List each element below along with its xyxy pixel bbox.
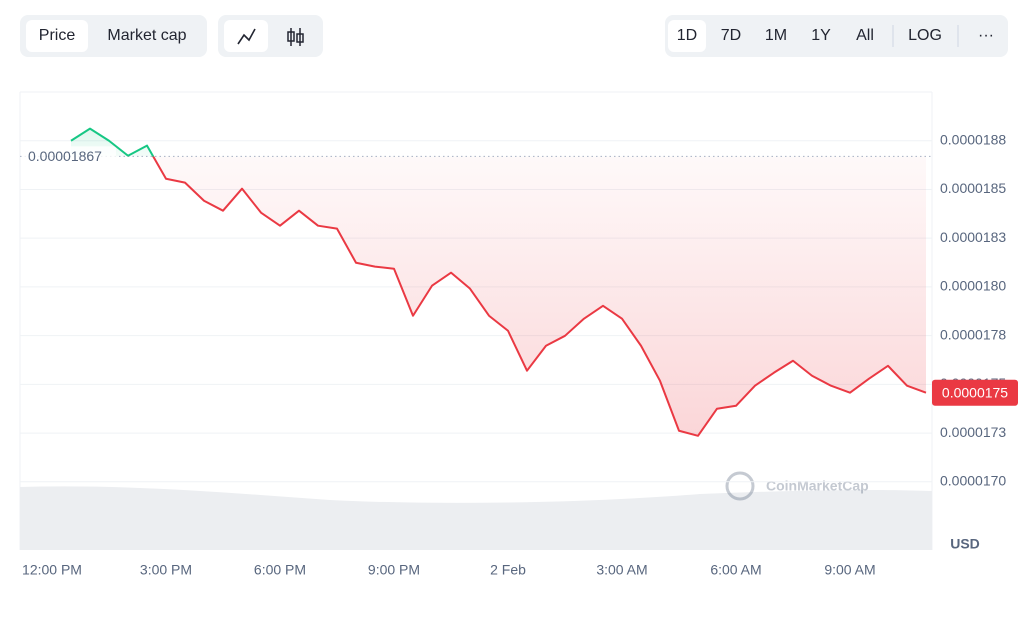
y-tick-label: 0.0000170 bbox=[940, 472, 1006, 488]
tab[interactable]: Market cap bbox=[107, 27, 186, 44]
x-tick-label: 3:00 PM bbox=[140, 562, 192, 578]
range-button[interactable]: All bbox=[856, 27, 874, 44]
price-area bbox=[71, 128, 926, 436]
candle-icon[interactable] bbox=[287, 28, 304, 46]
range-button[interactable]: 1Y bbox=[811, 27, 831, 44]
range-button[interactable]: 1M bbox=[765, 27, 787, 44]
log-button[interactable]: LOG bbox=[908, 27, 942, 44]
y-axis-unit: USD bbox=[950, 536, 980, 552]
reference-label-bg bbox=[24, 146, 116, 167]
range-button[interactable]: 1D bbox=[677, 27, 697, 44]
volume-area bbox=[20, 486, 932, 550]
x-tick-label: 2 Feb bbox=[490, 562, 526, 578]
more-button[interactable]: ··· bbox=[978, 27, 994, 44]
last-price-badge bbox=[932, 379, 1018, 406]
range-group bbox=[665, 15, 1008, 57]
watermark-text: CoinMarketCap bbox=[766, 478, 869, 494]
x-tick-label: 9:00 AM bbox=[824, 562, 875, 578]
tab-active[interactable] bbox=[26, 20, 88, 52]
x-tick-label: 6:00 AM bbox=[710, 562, 761, 578]
y-tick-label: 0.0000180 bbox=[940, 278, 1006, 294]
reference-label: 0.00001867 bbox=[28, 148, 102, 164]
y-tick-label: 0.0000178 bbox=[940, 326, 1006, 342]
y-tick-label: 0.0000173 bbox=[940, 424, 1006, 440]
x-tick-label: 3:00 AM bbox=[596, 562, 647, 578]
y-tick-label: 0.0000185 bbox=[940, 180, 1006, 196]
x-tick-label: 9:00 PM bbox=[368, 562, 420, 578]
range-active[interactable] bbox=[668, 20, 706, 52]
x-tick-label: 6:00 PM bbox=[254, 562, 306, 578]
price-line bbox=[70, 127, 927, 437]
range-button[interactable]: 7D bbox=[721, 27, 741, 44]
x-tick-label: 12:00 PM bbox=[22, 562, 82, 578]
tab[interactable]: Price bbox=[39, 27, 76, 44]
last-price-label: 0.0000175 bbox=[942, 384, 1008, 400]
line-icon bbox=[237, 28, 256, 45]
y-tick-label: 0.0000188 bbox=[940, 131, 1006, 147]
y-tick-label: 0.0000183 bbox=[940, 229, 1006, 245]
